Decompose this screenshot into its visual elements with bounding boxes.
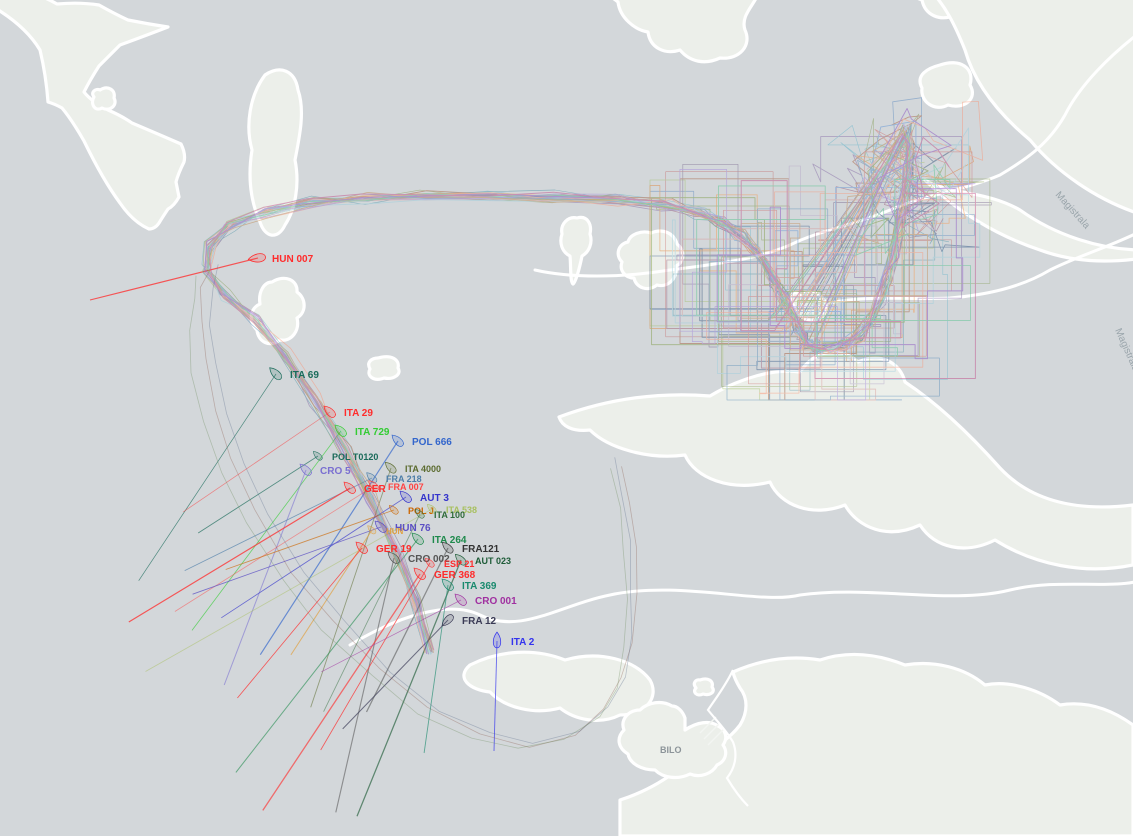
svg-text:FRA121: FRA121 — [462, 544, 500, 555]
svg-text:POL T0120: POL T0120 — [332, 452, 378, 462]
svg-text:AUT 023: AUT 023 — [475, 556, 511, 566]
svg-text:ITA 729: ITA 729 — [355, 427, 390, 438]
svg-text:HUN: HUN — [386, 527, 404, 536]
svg-text:ITA 29: ITA 29 — [344, 408, 373, 419]
svg-text:ESP 21: ESP 21 — [444, 559, 474, 569]
svg-text:ITA 100: ITA 100 — [434, 510, 465, 520]
svg-text:CRO 001: CRO 001 — [475, 596, 517, 607]
svg-text:FRA 007: FRA 007 — [388, 482, 424, 492]
svg-text:ITA 2: ITA 2 — [511, 637, 535, 648]
svg-text:CRO 5: CRO 5 — [320, 466, 351, 477]
svg-text:BILO: BILO — [660, 745, 682, 755]
svg-text:FRA 12: FRA 12 — [462, 616, 497, 627]
svg-text:GER 368: GER 368 — [434, 570, 476, 581]
svg-text:ITA 69: ITA 69 — [290, 370, 319, 381]
svg-text:HUN 007: HUN 007 — [272, 254, 314, 265]
svg-text:ITA 369: ITA 369 — [462, 581, 497, 592]
svg-text:GER 19: GER 19 — [376, 544, 412, 555]
svg-text:POL 666: POL 666 — [412, 437, 452, 448]
svg-text:AUT 3: AUT 3 — [420, 493, 449, 504]
svg-text:ITA 4000: ITA 4000 — [405, 464, 441, 474]
